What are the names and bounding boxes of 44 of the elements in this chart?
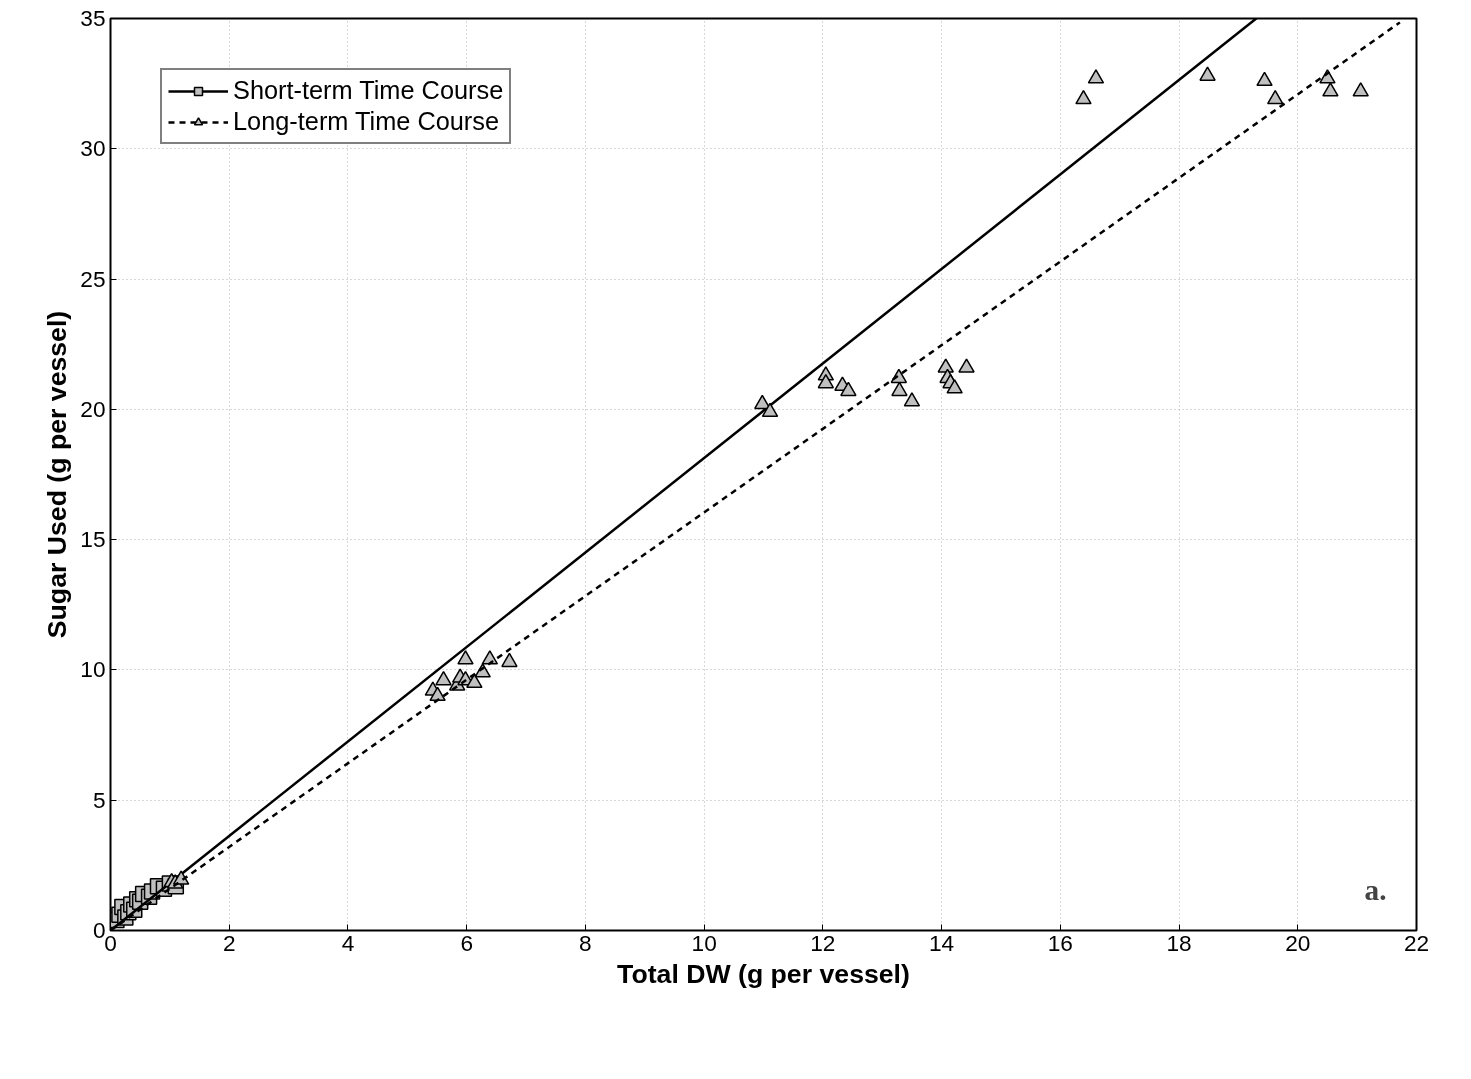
point	[891, 381, 908, 397]
point	[501, 652, 518, 668]
point	[1199, 66, 1216, 81]
annotation: a.	[1364, 873, 1387, 906]
x-tick-label: 14	[928, 929, 955, 956]
point	[1075, 89, 1092, 105]
legend-label: Long-term Time Course	[233, 107, 500, 136]
x-tick-label: 8	[579, 929, 592, 956]
y-tick-label: 5	[92, 786, 106, 813]
point	[937, 358, 954, 373]
y-tick-label: 35	[80, 5, 106, 31]
y-tick-label: 30	[80, 135, 106, 162]
x-tick-label: 16	[1047, 929, 1073, 956]
x-tick-label: 22	[1403, 929, 1430, 956]
point	[1256, 71, 1273, 87]
y-tick-label: 15	[80, 526, 106, 553]
legend-label: Short-term Time Course	[233, 76, 504, 105]
point	[1266, 89, 1284, 105]
x-tick-label: 6	[460, 929, 473, 956]
x-tick-label: 4	[341, 929, 355, 956]
point	[817, 373, 835, 389]
point	[761, 402, 779, 418]
point	[840, 381, 857, 397]
point	[754, 394, 771, 410]
point	[435, 670, 452, 686]
point	[903, 392, 921, 407]
y-tick-label: 20	[80, 395, 106, 422]
x-axis-title: Total DW (g per vessel)	[617, 958, 910, 989]
x-tick-label: 20	[1285, 929, 1311, 956]
point	[1322, 82, 1339, 97]
point	[946, 379, 963, 394]
x-tick-label: 10	[691, 929, 717, 956]
y-tick-label: 25	[80, 265, 106, 292]
point	[1352, 82, 1369, 97]
x-tick-label: 18	[1166, 929, 1192, 956]
point	[457, 650, 474, 665]
point	[958, 358, 975, 373]
point	[1087, 69, 1105, 84]
y-axis-title: Sugar Used (g per vessel)	[42, 310, 73, 639]
point	[429, 686, 446, 702]
y-tick-label: 10	[80, 656, 106, 683]
x-tick-label: 12	[810, 929, 836, 956]
point	[466, 673, 483, 689]
x-tick-label: 2	[222, 929, 236, 956]
